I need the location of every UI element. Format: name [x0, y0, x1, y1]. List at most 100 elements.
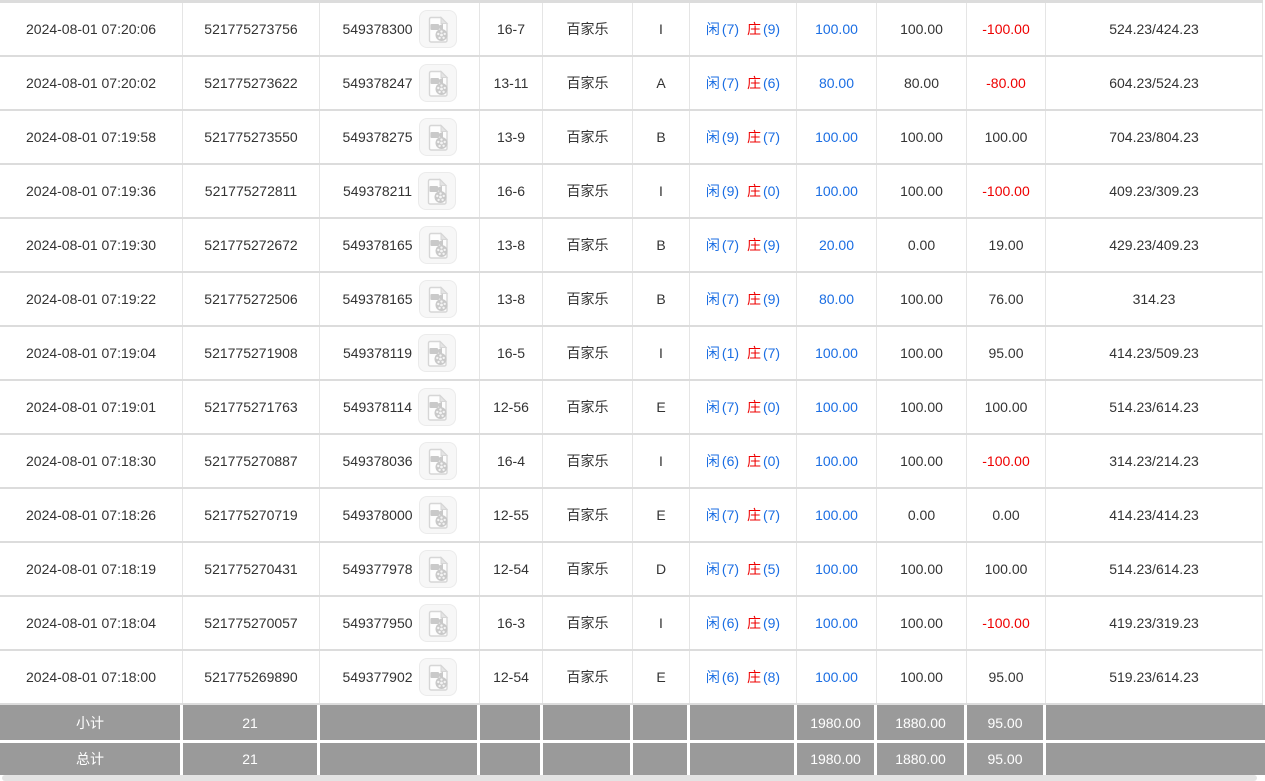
bet-amount-link[interactable]: 100.00 — [815, 129, 858, 145]
round-number: 549378275 — [342, 129, 413, 145]
total-count-cell: 21 — [183, 743, 320, 775]
video-replay-button[interactable] — [418, 658, 457, 696]
balance-value: 519.23/614.23 — [1109, 669, 1199, 685]
banker-result-label: 庄 — [746, 237, 761, 253]
bet-amount-link[interactable]: 100.00 — [815, 345, 858, 361]
subtotal-empty-cell — [633, 705, 690, 740]
seat-cell: B — [633, 111, 690, 163]
total-bet-cell: 1980.00 — [797, 743, 877, 775]
video-replay-button[interactable] — [418, 442, 457, 480]
table-number: 16-5 — [496, 345, 526, 361]
game-type: 百家乐 — [566, 399, 609, 415]
player-result-label: 闲 — [705, 129, 720, 145]
bet-amount-link[interactable]: 100.00 — [815, 561, 858, 577]
video-replay-button[interactable] — [418, 496, 457, 534]
bet-amount-link[interactable]: 100.00 — [815, 399, 858, 415]
result-spacer — [741, 129, 745, 145]
subtotal-row: 小计 21 1980.00 1880.00 95.00 — [0, 705, 1265, 740]
bet-time: 2024-08-01 07:19:30 — [26, 237, 156, 253]
valid-bet-amount: 100.00 — [900, 669, 943, 685]
win-loss-cell: -80.00 — [967, 57, 1046, 109]
table-row: 2024-08-01 07:18:04 521775270057 5493779… — [0, 597, 1263, 651]
video-replay-button[interactable] — [418, 64, 457, 102]
result-spacer — [741, 615, 745, 631]
bet-amount-link[interactable]: 80.00 — [818, 291, 855, 307]
banker-result-label: 庄 — [746, 129, 761, 145]
bet-time: 2024-08-01 07:18:19 — [26, 561, 156, 577]
player-result-label: 闲 — [705, 399, 720, 415]
win-loss-amount: -100.00 — [982, 453, 1030, 469]
bet-amount-link[interactable]: 100.00 — [815, 507, 858, 523]
game-type: 百家乐 — [566, 21, 609, 37]
round-cell: 549378000 — [320, 489, 480, 541]
bet-id: 521775270887 — [204, 453, 298, 469]
video-replay-button[interactable] — [418, 226, 457, 264]
banker-result-score: (9) — [762, 21, 781, 37]
seat-letter: D — [655, 561, 667, 577]
game-type-cell: 百家乐 — [543, 543, 633, 595]
bet-amount-cell: 80.00 — [797, 273, 877, 325]
video-replay-button[interactable] — [418, 10, 457, 48]
video-replay-button[interactable] — [418, 172, 457, 210]
seat-letter: A — [656, 75, 666, 91]
game-type-cell: 百家乐 — [543, 219, 633, 271]
bet-amount-cell: 100.00 — [797, 3, 877, 55]
balance-value: 414.23/414.23 — [1109, 507, 1199, 523]
banker-result-score: (8) — [762, 669, 781, 685]
player-result-score: (6) — [721, 615, 740, 631]
valid-bet-cell: 100.00 — [877, 3, 967, 55]
player-result-score: (6) — [721, 669, 740, 685]
game-type-cell: 百家乐 — [543, 3, 633, 55]
win-loss-amount: 100.00 — [984, 129, 1028, 145]
game-type-cell: 百家乐 — [543, 327, 633, 379]
bet-id-cell: 521775273550 — [183, 111, 320, 163]
win-loss-amount: 19.00 — [988, 237, 1024, 253]
player-result-score: (7) — [721, 21, 740, 37]
total-win-cell: 95.00 — [967, 743, 1046, 775]
game-type: 百家乐 — [566, 453, 609, 469]
table-number: 13-9 — [496, 129, 526, 145]
win-loss-cell: -100.00 — [967, 3, 1046, 55]
seat-letter: E — [656, 507, 666, 523]
bet-amount-link[interactable]: 100.00 — [815, 669, 858, 685]
video-replay-button[interactable] — [418, 550, 457, 588]
broken-video-icon — [426, 555, 450, 583]
balance-cell: 414.23/414.23 — [1046, 489, 1263, 541]
valid-bet-cell: 80.00 — [877, 57, 967, 109]
horizontal-scrollbar[interactable] — [0, 775, 1265, 781]
bet-time: 2024-08-01 07:18:26 — [26, 507, 156, 523]
bet-amount-link[interactable]: 100.00 — [815, 183, 858, 199]
win-loss-amount: 76.00 — [988, 291, 1024, 307]
table-number-cell: 16-4 — [480, 435, 543, 487]
video-replay-button[interactable] — [418, 604, 457, 642]
banker-result-label: 庄 — [746, 507, 761, 523]
result-cell: 闲 (1) 庄 (7) — [690, 327, 797, 379]
bet-amount-link[interactable]: 80.00 — [818, 75, 855, 91]
video-replay-button[interactable] — [418, 280, 457, 318]
total-empty-cell — [633, 743, 690, 775]
total-label-cell: 总计 — [0, 743, 183, 775]
total-label: 总计 — [76, 751, 104, 767]
seat-cell: E — [633, 489, 690, 541]
video-replay-button[interactable] — [418, 334, 457, 372]
game-type-cell: 百家乐 — [543, 435, 633, 487]
win-loss-cell: 100.00 — [967, 381, 1046, 433]
video-replay-button[interactable] — [418, 388, 457, 426]
table-row: 2024-08-01 07:18:30 521775270887 5493780… — [0, 435, 1263, 489]
balance-cell: 419.23/319.23 — [1046, 597, 1263, 649]
banker-result-score: (0) — [762, 399, 781, 415]
bet-time-cell: 2024-08-01 07:18:26 — [0, 489, 183, 541]
bet-amount-link[interactable]: 100.00 — [815, 21, 858, 37]
bet-amount-link[interactable]: 100.00 — [815, 453, 858, 469]
seat-letter: B — [656, 237, 666, 253]
bet-id: 521775272672 — [204, 237, 298, 253]
scrollbar-thumb[interactable] — [2, 775, 1257, 781]
bet-amount-cell: 100.00 — [797, 111, 877, 163]
table-number: 13-11 — [493, 75, 529, 91]
bet-amount-link[interactable]: 100.00 — [815, 615, 858, 631]
bet-amount-link[interactable]: 20.00 — [818, 237, 855, 253]
game-type: 百家乐 — [566, 507, 609, 523]
broken-video-icon — [425, 339, 449, 367]
video-replay-button[interactable] — [418, 118, 457, 156]
balance-cell: 519.23/614.23 — [1046, 651, 1263, 703]
